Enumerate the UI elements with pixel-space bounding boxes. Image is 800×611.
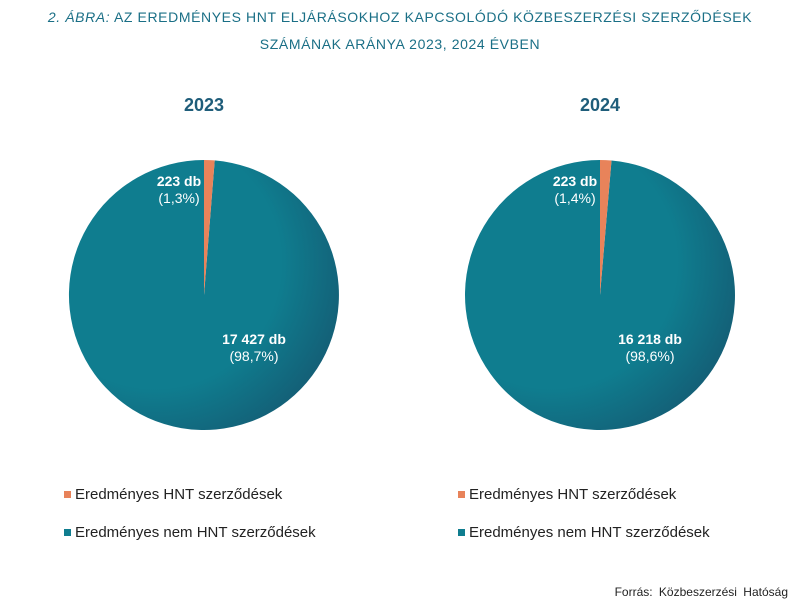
title-line-2: SZÁMÁNAK ARÁNYA 2023, 2024 ÉVBEN [259, 36, 541, 52]
slice-count-hnt-2023: 223 db [156, 173, 202, 189]
chart-title: 2. ÁBRA: AZ EREDMÉNYES HNT ELJÁRÁSOKHOZ … [0, 4, 800, 58]
legend-item-hnt-2024: Eredményes HNT szerződések [458, 486, 676, 503]
legend-swatch-non-hnt [64, 529, 71, 536]
slice-label-hnt-2023: 223 db (1,3%) [134, 173, 224, 207]
slice-pct-hnt-2024: (1,4%) [554, 190, 596, 206]
pie-slice-non-hnt-2024 [464, 160, 735, 430]
slice-count-non-hnt-2023: 17 427 db [222, 331, 286, 347]
legend-label-non-hnt: Eredményes nem HNT szerződések [469, 524, 710, 541]
chart-year-2023: 2023 [183, 95, 225, 115]
slice-count-non-hnt-2024: 16 218 db [618, 331, 682, 347]
title-text-1: AZ EREDMÉNYES HNT ELJÁRÁSOKHOZ KAPCSOLÓD… [113, 9, 753, 25]
slice-pct-non-hnt-2024: (98,6%) [625, 348, 675, 364]
slice-label-non-hnt-2023: 17 427 db (98,7%) [204, 331, 304, 365]
legend-label-hnt: Eredményes HNT szerződések [469, 486, 677, 503]
pie-svg-2024 [464, 160, 735, 430]
slice-label-non-hnt-2024: 16 218 db (98,6%) [600, 331, 700, 365]
source-note: Forrás: Közbeszerzési Hatóság [614, 585, 788, 599]
legend-item-hnt-2023: Eredményes HNT szerződések [64, 486, 282, 503]
chart-year-2024: 2024 [579, 95, 621, 115]
legend-swatch-non-hnt [458, 529, 465, 536]
pie-slice-hnt-2024 [600, 160, 612, 295]
slice-label-hnt-2024: 223 db (1,4%) [530, 173, 620, 207]
slice-count-hnt-2024: 223 db [552, 173, 598, 189]
legend-swatch-hnt [64, 491, 71, 498]
slice-pct-non-hnt-2023: (98,7%) [229, 348, 279, 364]
legend-item-non-hnt-2024: Eredményes nem HNT szerződések [458, 524, 710, 541]
pie-chart-2023: 2023 223 db (1,3%) 17 427 db (98,7%) [54, 95, 354, 445]
legend-item-non-hnt-2023: Eredményes nem HNT szerződések [64, 524, 316, 541]
legend-swatch-hnt [458, 491, 465, 498]
title-line-1: 2. ÁBRA: AZ EREDMÉNYES HNT ELJÁRÁSOKHOZ … [0, 4, 800, 31]
pie-svg-2023 [68, 159, 339, 430]
pie-slice-hnt-2023 [204, 160, 215, 295]
title-prefix: 2. ÁBRA: [47, 9, 111, 25]
legend-label-non-hnt: Eredményes nem HNT szerződések [75, 524, 316, 541]
pie-slice-non-hnt-2023 [68, 159, 339, 430]
pie-chart-2024: 2024 223 db (1,4%) 16 218 db (98,6%) [450, 95, 750, 445]
legend-label-hnt: Eredményes HNT szerződések [75, 486, 283, 503]
slice-pct-hnt-2023: (1,3%) [158, 190, 200, 206]
